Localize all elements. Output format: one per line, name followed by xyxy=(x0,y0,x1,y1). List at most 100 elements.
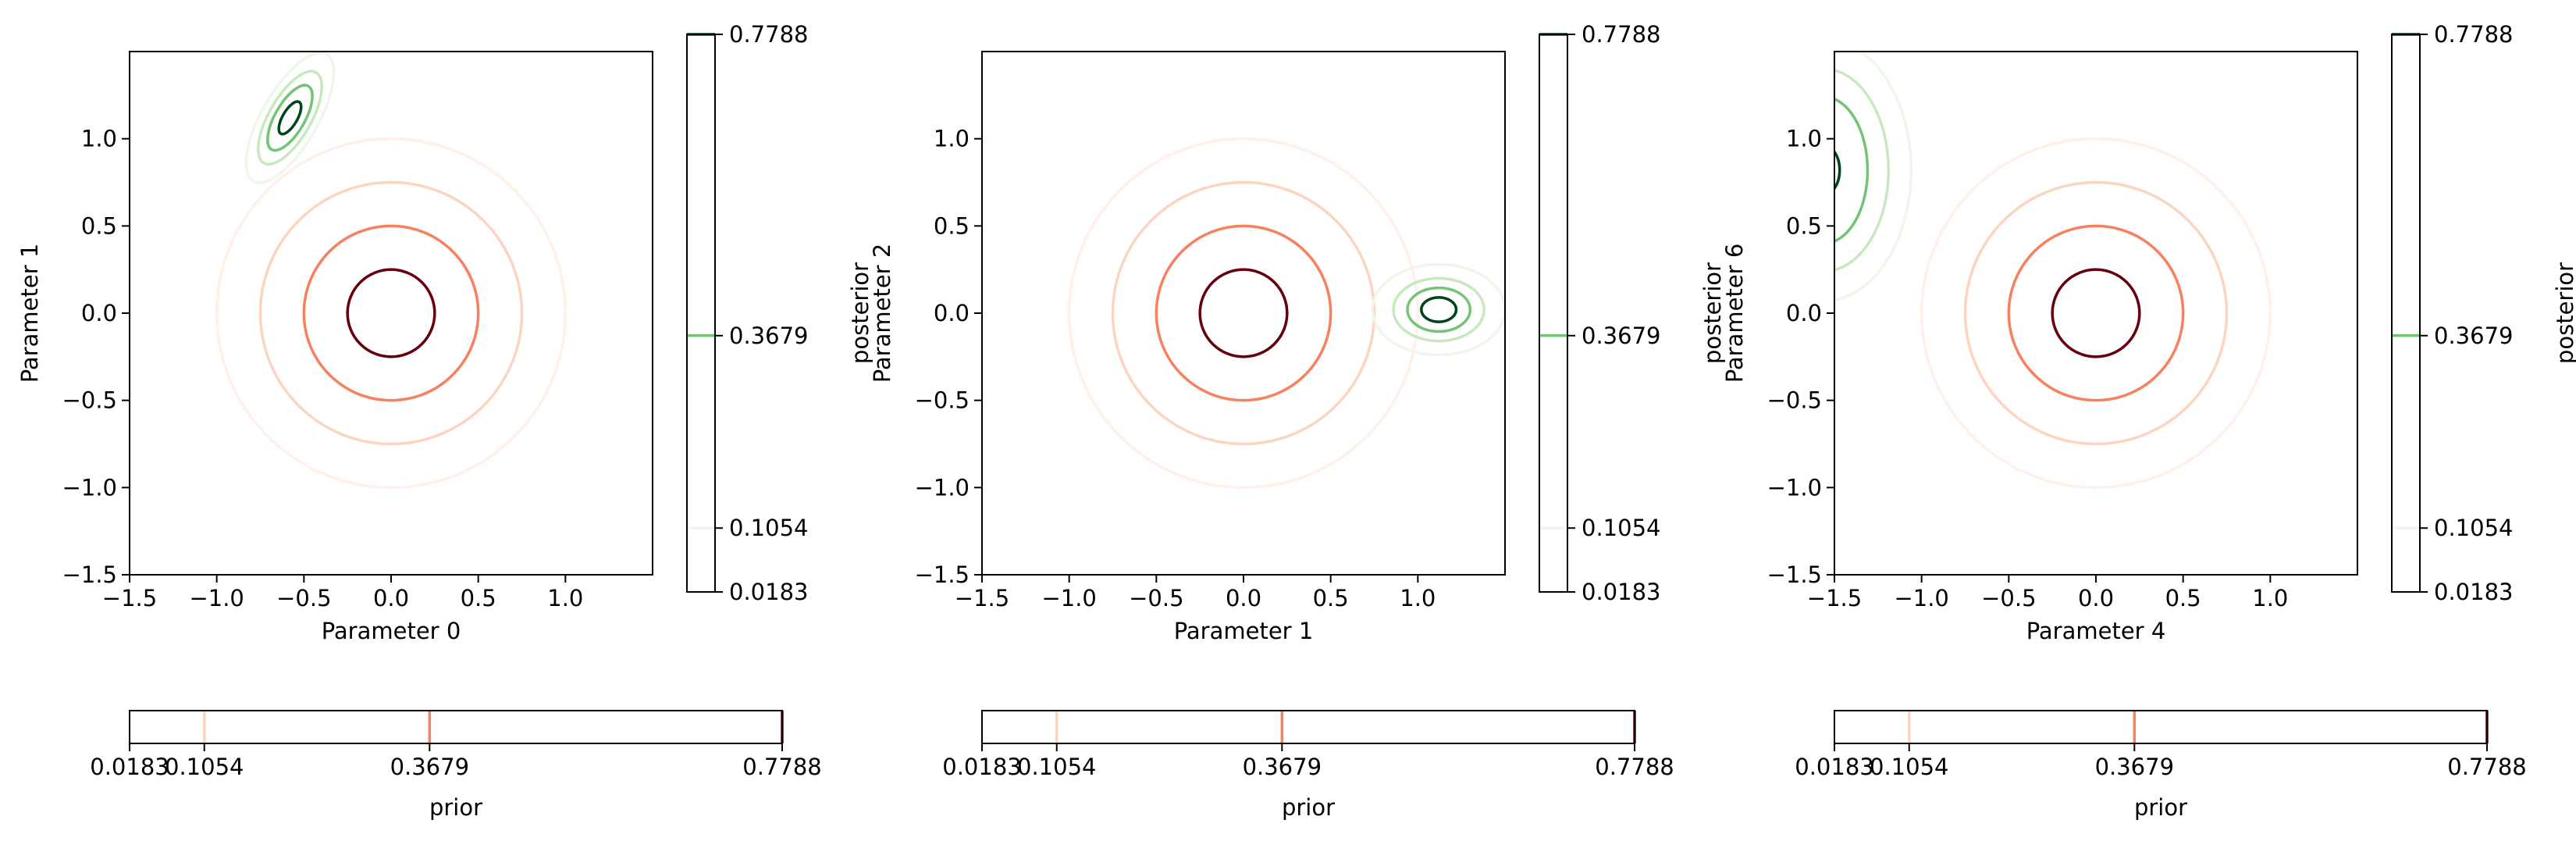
prior-contour-1 xyxy=(258,180,524,446)
panel-1: −1.5−1.5 −1.0 −1.0 −0.5 −0.5 0.0 0.0 0.5 0.5 1.0 1… xyxy=(869,21,1726,821)
posterior-colorbar: 0.7788 0.3679 0.1054 0.0183 posterior xyxy=(686,21,873,605)
colorbar-tick-label: 0.3679 xyxy=(729,323,808,349)
panel-2: −1.5−1.5 −1.0 −1.0 −0.5 −0.5 0.0 0.0 0.5 0.5 1.0 1… xyxy=(1721,21,2576,821)
x-axis-label: Parameter 1 xyxy=(1174,618,1314,644)
posterior-contour-0 xyxy=(1834,52,1912,301)
x-axis-label: Parameter 0 xyxy=(322,618,461,644)
plot-area xyxy=(1834,52,2272,490)
posterior-contour-2 xyxy=(1834,97,1870,243)
y-tick-label: 0.0 xyxy=(934,300,970,326)
x-tick-label: −1.5 xyxy=(102,585,157,611)
posterior-colorbar: 0.7788 0.3679 0.1054 0.0183 posterior xyxy=(1539,21,1726,605)
prior-contour-1 xyxy=(1963,180,2229,446)
y-tick-label: −1.0 xyxy=(915,474,970,501)
y-tick-label: 0.5 xyxy=(934,212,970,239)
y-tick-label: 1.0 xyxy=(934,126,970,152)
prior-tick-label: 0.0183 xyxy=(90,754,169,780)
colorbar-tick-label: 0.1054 xyxy=(2434,515,2513,541)
colorbar-tick-label: 0.1054 xyxy=(729,515,808,541)
prior-tick-label: 0.0183 xyxy=(942,754,1021,780)
y-tick-label: 0.5 xyxy=(1786,212,1822,239)
prior-tick-label: 0.7788 xyxy=(742,754,821,780)
x-tick-label: −1.0 xyxy=(1894,585,1948,611)
y-tick-label: −1.0 xyxy=(62,474,117,501)
axes-frame xyxy=(981,51,1506,576)
prior-colorbar-frame xyxy=(981,710,1635,744)
y-tick-label: 0.5 xyxy=(81,212,117,239)
prior-colorbar-frame xyxy=(1834,710,2488,744)
posterior-contour-2 xyxy=(1406,286,1472,333)
colorbar-tick-label: 0.0183 xyxy=(2434,579,2513,605)
posterior-contour-0 xyxy=(244,52,336,184)
prior-contour-3 xyxy=(1198,268,1289,358)
colorbar-frame xyxy=(1539,34,1568,593)
prior-tick-label: 0.1054 xyxy=(165,754,244,780)
colorbar-label: posterior xyxy=(1699,262,1726,364)
y-tick-label: −1.5 xyxy=(1767,561,1822,588)
prior-tick-label: 0.1054 xyxy=(1870,754,1948,780)
colorbar-tick-label: 0.3679 xyxy=(1582,323,1660,349)
x-tick-label: −0.5 xyxy=(276,585,331,611)
x-tick-label: 1.0 xyxy=(1400,585,1436,611)
prior-contour-0 xyxy=(1920,137,2272,490)
y-tick-label: −0.5 xyxy=(1767,387,1822,414)
prior-contour-2 xyxy=(302,224,480,402)
colorbar-tick-label: 0.7788 xyxy=(1582,21,1660,48)
colorbar-label: posterior xyxy=(2552,262,2576,364)
prior-colorbar-label: prior xyxy=(1282,794,1335,821)
prior-colorbar-frame xyxy=(129,710,783,744)
x-axis-label: Parameter 4 xyxy=(2026,618,2166,644)
y-tick-label: 1.0 xyxy=(81,126,117,152)
prior-colorbar-body xyxy=(130,711,782,743)
y-tick-label: 0.0 xyxy=(81,300,117,326)
panel-0: −1.5−1.5 −1.0 −1.0 −0.5 −0.5 0.0 0.0 0.5 0.5 1.0 1… xyxy=(16,21,873,821)
x-tick-label: −0.5 xyxy=(1981,585,2036,611)
y-axis-label: Parameter 2 xyxy=(869,244,895,383)
y-tick-label: −1.0 xyxy=(1767,474,1822,501)
colorbar-label: posterior xyxy=(847,262,873,364)
prior-colorbar-body xyxy=(1834,711,2487,743)
prior-contour-2 xyxy=(1155,224,1332,402)
x-tick-label: 0.5 xyxy=(461,585,496,611)
prior-tick-label: 0.7788 xyxy=(2447,754,2526,780)
colorbar-tick-label: 0.0183 xyxy=(1582,579,1660,605)
prior-tick-label: 0.3679 xyxy=(390,754,469,780)
y-axis-label: Parameter 1 xyxy=(16,244,43,383)
prior-contour-3 xyxy=(346,268,436,358)
colorbar-frame xyxy=(686,34,716,593)
posterior-contour-2 xyxy=(266,84,314,152)
x-tick-label: 1.0 xyxy=(2252,585,2288,611)
prior-tick-label: 0.3679 xyxy=(1243,754,1322,780)
posterior-contour-1 xyxy=(1834,69,1890,272)
prior-colorbar-body xyxy=(982,711,1635,743)
x-tick-label: 0.5 xyxy=(1313,585,1349,611)
posterior-colorbar: 0.7788 0.3679 0.1054 0.0183 posterior xyxy=(2391,21,2576,605)
colorbar-tick-label: 0.0183 xyxy=(729,579,808,605)
y-tick-label: −0.5 xyxy=(915,387,970,414)
prior-tick-label: 0.0183 xyxy=(1795,754,1873,780)
x-tick-label: 0.0 xyxy=(1226,585,1261,611)
x-tick-label: 1.0 xyxy=(547,585,583,611)
prior-contour-1 xyxy=(1111,180,1376,446)
prior-tick-label: 0.1054 xyxy=(1017,754,1096,780)
plot-area xyxy=(215,52,568,490)
y-tick-label: −1.5 xyxy=(62,561,117,588)
prior-tick-label: 0.7788 xyxy=(1595,754,1674,780)
colorbar-tick-label: 0.1054 xyxy=(1582,515,1660,541)
colorbar-frame xyxy=(2391,34,2421,593)
y-tick-label: −0.5 xyxy=(62,387,117,414)
x-tick-label: −1.0 xyxy=(189,585,244,611)
colorbar-tick-label: 0.3679 xyxy=(2434,323,2513,349)
colorbar-body xyxy=(1539,34,1567,592)
prior-tick-label: 0.3679 xyxy=(2095,754,2174,780)
colorbar-tick-label: 0.7788 xyxy=(2434,21,2513,48)
colorbar-tick-label: 0.7788 xyxy=(729,21,808,48)
y-axis-label: Parameter 6 xyxy=(1721,244,1748,383)
prior-contour-3 xyxy=(2051,268,2141,358)
x-tick-label: −1.5 xyxy=(1807,585,1862,611)
axes-frame xyxy=(129,51,653,576)
prior-contour-2 xyxy=(2007,224,2185,402)
y-tick-label: −1.5 xyxy=(915,561,970,588)
